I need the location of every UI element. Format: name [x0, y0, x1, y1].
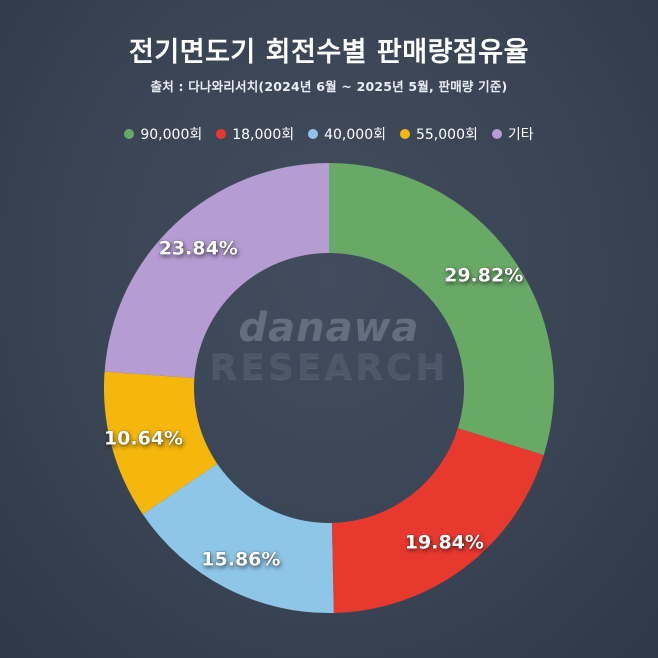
- donut-slice: [329, 163, 554, 456]
- legend-item: 18,000회: [216, 124, 294, 144]
- slice-percent-label: 15.86%: [201, 549, 280, 571]
- legend-label: 90,000회: [140, 127, 203, 143]
- slice-labels: 29.82% 19.84% 15.86% 10.64% 23.84%: [104, 237, 524, 571]
- legend-swatch-icon: [124, 129, 135, 139]
- legend-item: 55,000회: [399, 124, 478, 144]
- donut-slice: [331, 428, 544, 613]
- legend-swatch-icon: [308, 129, 319, 139]
- donut-slices: [104, 163, 554, 613]
- legend-label: 18,000회: [232, 127, 295, 143]
- legend-item: 40,000회: [308, 124, 386, 144]
- legend: 90,000회 18,000회 40,000회 55,000회 기타: [0, 124, 658, 144]
- legend-label: 55,000회: [415, 127, 478, 143]
- legend-item: 기타: [491, 124, 534, 144]
- slice-percent-label: 19.84%: [405, 531, 484, 553]
- slice-percent-label: 29.82%: [444, 264, 523, 286]
- donut-slice: [104, 163, 330, 379]
- slice-percent-label: 10.64%: [104, 428, 183, 450]
- page-title: 전기면도기 회전수별 판매량점유율: [129, 37, 529, 68]
- page-subtitle: 출처 : 다나와리서치(2024년 6월 ~ 2025년 5월, 판매량 기준): [150, 79, 508, 94]
- legend-swatch-icon: [399, 129, 410, 139]
- donut-slice: [104, 371, 218, 515]
- legend-label: 기타: [507, 127, 534, 143]
- legend-item: 90,000회: [124, 124, 202, 144]
- legend-swatch-icon: [491, 129, 502, 139]
- legend-swatch-icon: [216, 129, 227, 139]
- donut-slice: [142, 463, 334, 613]
- legend-label: 40,000회: [324, 127, 386, 143]
- slice-percent-label: 23.84%: [159, 237, 238, 259]
